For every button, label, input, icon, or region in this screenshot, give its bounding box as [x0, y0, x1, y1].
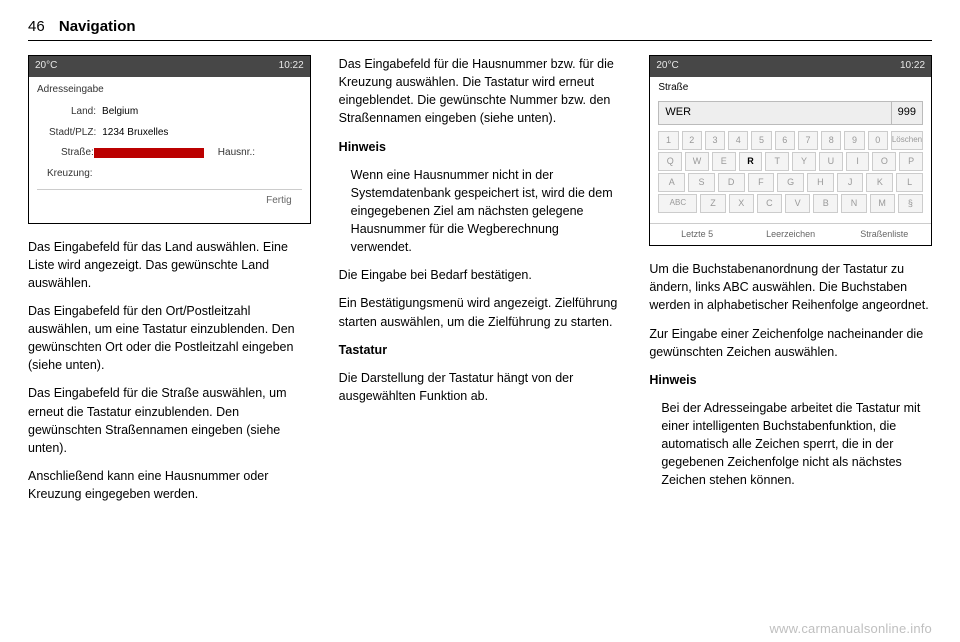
key-u: U [819, 152, 843, 171]
key-d: D [718, 173, 745, 192]
button-fertig: Fertig [37, 189, 302, 213]
body-text: Das Eingabefeld für die Straße auswählen… [28, 384, 311, 457]
body-text: Das Eingabefeld für die Hausnummer bzw. … [339, 55, 622, 128]
key-1: 1 [658, 131, 678, 150]
key-0: 0 [868, 131, 888, 150]
key-k: K [866, 173, 893, 192]
key-z: Z [700, 194, 725, 213]
label-hausnr: Hausnr.: [218, 146, 255, 161]
key-h: H [807, 173, 834, 192]
redacted-street [94, 148, 204, 158]
section-title: Navigation [59, 18, 136, 35]
key-i: I [846, 152, 870, 171]
status-temp: 20°C [656, 59, 678, 74]
key-9: 9 [844, 131, 864, 150]
column-1: 20°C 10:22 Adresseingabe Land: Belgium St… [28, 55, 311, 513]
watermark: www.carmanualsonline.info [769, 621, 932, 636]
screen-title: Adresseingabe [37, 83, 302, 98]
label-land: Land: [71, 105, 96, 120]
keyboard-rows: 1234567890Löschen QWERTYUIOP ASDFGHJKL A… [650, 131, 931, 223]
key-abc: ABC [658, 194, 697, 213]
screenshot-address-entry: 20°C 10:22 Adresseingabe Land: Belgium St… [28, 55, 311, 224]
kb-input-text: WER [659, 102, 890, 124]
key-2: 2 [682, 131, 702, 150]
key-f: F [748, 173, 775, 192]
label-strasse: Straße: [61, 146, 94, 161]
key-v: V [785, 194, 810, 213]
kb-input-num: 999 [891, 102, 922, 124]
label-kreuzung: Kreuzung: [47, 167, 93, 182]
status-temp: 20°C [35, 59, 57, 74]
kb-bottom-option: Leerzeichen [744, 224, 838, 245]
key-o: O [872, 152, 896, 171]
column-2: Das Eingabefeld für die Hausnummer bzw. … [339, 55, 622, 513]
key-x: X [729, 194, 754, 213]
key-c: C [757, 194, 782, 213]
note-heading: Hinweis [649, 371, 932, 389]
key-5: 5 [751, 131, 771, 150]
key-r: R [739, 152, 763, 171]
key-n: N [841, 194, 866, 213]
key-7: 7 [798, 131, 818, 150]
subheading-tastatur: Tastatur [339, 341, 622, 359]
key-g: G [777, 173, 804, 192]
key-8: 8 [821, 131, 841, 150]
key-§: § [898, 194, 923, 213]
status-time: 10:22 [900, 59, 925, 74]
key-l: L [896, 173, 923, 192]
body-text: Anschließend kann eine Hausnummer oder K… [28, 467, 311, 503]
key-s: S [688, 173, 715, 192]
kb-title: Straße [650, 77, 931, 96]
key-j: J [837, 173, 864, 192]
key-e: E [712, 152, 736, 171]
key-b: B [813, 194, 838, 213]
note-body: Bei der Adresseingabe arbeitet die Tasta… [649, 399, 932, 490]
key-t: T [765, 152, 789, 171]
column-3: 20°C 10:22 Straße WER 999 1234567890Lösc… [649, 55, 932, 513]
kb-bottom-option: Straßenliste [837, 224, 931, 245]
note-body: Wenn eine Hausnummer nicht in der System… [339, 166, 622, 257]
value-land: Belgium [102, 105, 138, 120]
body-text: Zur Eingabe einer Zeichenfolge nacheinan… [649, 325, 932, 361]
label-stadt: Stadt/PLZ: [49, 126, 96, 141]
key-m: M [870, 194, 895, 213]
key-w: W [685, 152, 709, 171]
key-4: 4 [728, 131, 748, 150]
key-3: 3 [705, 131, 725, 150]
key-löschen: Löschen [891, 131, 923, 150]
key-6: 6 [775, 131, 795, 150]
screenshot-keyboard: 20°C 10:22 Straße WER 999 1234567890Lösc… [649, 55, 932, 246]
page-header: 46 Navigation [28, 18, 932, 41]
key-p: P [899, 152, 923, 171]
body-text: Das Eingabefeld für den Ort/Postleitzahl… [28, 302, 311, 375]
page-number: 46 [28, 18, 45, 35]
kb-bottom-option: Letzte 5 [650, 224, 744, 245]
status-time: 10:22 [279, 59, 304, 74]
key-a: A [658, 173, 685, 192]
key-q: Q [658, 152, 682, 171]
body-text: Die Eingabe bei Bedarf bestätigen. [339, 266, 622, 284]
note-heading: Hinweis [339, 138, 622, 156]
value-stadt: 1234 Bruxelles [102, 126, 168, 141]
key-y: Y [792, 152, 816, 171]
body-text: Die Darstellung der Tastatur hängt von d… [339, 369, 622, 405]
body-text: Um die Buchstabenanordnung der Tastatur … [649, 260, 932, 314]
body-text: Ein Bestätigungsmenü wird angezeigt. Zie… [339, 294, 622, 330]
body-text: Das Eingabefeld für das Land auswählen. … [28, 238, 311, 292]
